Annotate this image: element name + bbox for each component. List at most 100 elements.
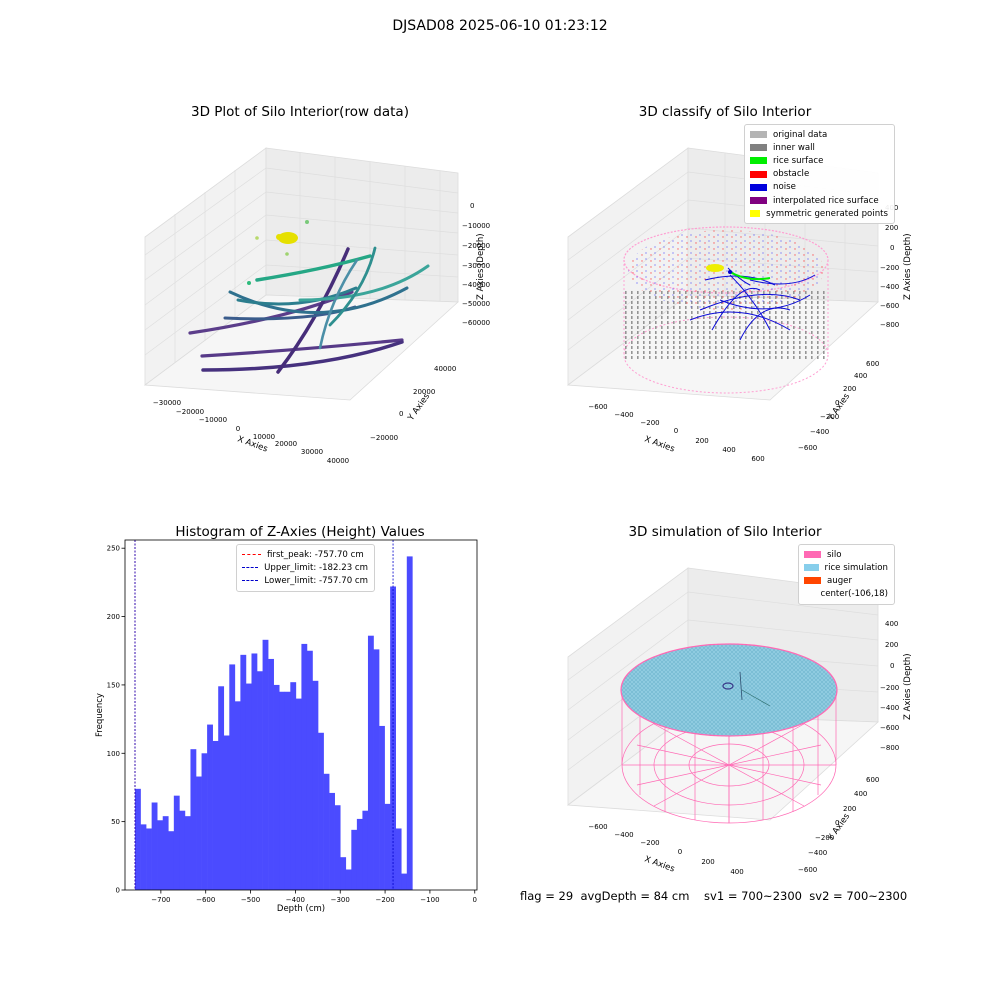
- x-ticks: −700 −600 −500 −400 −300 −200 −100 0: [151, 890, 477, 904]
- histogram-bar: [212, 740, 219, 890]
- histogram-bar: [301, 643, 308, 890]
- z-tick-labels: 0 −10000 −20000 −30000 −40000 −50000 −60…: [462, 202, 490, 327]
- data-curve: [200, 338, 404, 358]
- histogram-title: Histogram of Z-Axies (Height) Values: [175, 524, 425, 540]
- histogram-bar: [406, 556, 413, 890]
- legend-item: rice surface: [750, 154, 888, 167]
- classify-legend: original data inner wall rice surface ob…: [744, 124, 895, 225]
- histogram-bar: [379, 725, 385, 890]
- histogram-bar: [395, 828, 402, 890]
- threshold-lines: [134, 540, 394, 890]
- histogram-bar: [179, 810, 186, 890]
- svg-text:−200: −200: [640, 839, 659, 847]
- histogram-bar: [367, 635, 374, 890]
- svg-text:400: 400: [730, 868, 743, 876]
- legend-item: center(-106,18): [804, 588, 888, 601]
- x-tick-label: 0: [473, 896, 477, 904]
- histogram-bar: [268, 658, 274, 890]
- svg-text:10000: 10000: [253, 433, 275, 441]
- legend-item: rice simulation: [804, 561, 888, 574]
- y-tick-label: 150: [107, 681, 120, 689]
- svg-text:−30000: −30000: [153, 399, 181, 407]
- legend-item: interpolated rice surface: [750, 194, 888, 207]
- svg-text:−20000: −20000: [370, 434, 398, 442]
- svg-text:−600: −600: [798, 866, 817, 874]
- data-curve: [201, 340, 404, 372]
- x-axis-label: Depth (cm): [277, 904, 325, 914]
- histogram-bars: [134, 556, 413, 890]
- y-tick-label: 250: [107, 545, 120, 553]
- x-tick-labels: −30000 −20000 −10000 0 10000 20000 30000…: [153, 399, 349, 465]
- svg-text:−400: −400: [614, 831, 633, 839]
- x-axis-label: X Axies: [643, 434, 676, 454]
- legend-item: first_peak: -757.70 cm: [242, 548, 368, 561]
- svg-text:−30000: −30000: [462, 262, 490, 270]
- svg-text:−200: −200: [815, 834, 834, 842]
- raw-data-curves: [188, 246, 430, 374]
- x-tick-label: −400: [286, 896, 305, 904]
- histogram-bar: [329, 792, 335, 890]
- svg-text:−600: −600: [588, 823, 607, 831]
- legend-swatch: [804, 577, 821, 585]
- histogram-bar: [262, 639, 269, 890]
- svg-text:−400: −400: [808, 849, 827, 857]
- histogram-bar: [295, 698, 302, 890]
- legend-swatch: [750, 157, 767, 165]
- figure-title: DJSAD08 2025-06-10 01:23:12: [392, 18, 608, 34]
- svg-text:20000: 20000: [413, 388, 435, 396]
- svg-text:−200: −200: [880, 684, 899, 692]
- svg-text:200: 200: [701, 858, 714, 866]
- y-tick-label: 200: [107, 613, 120, 621]
- histogram-bar: [279, 691, 286, 890]
- histogram-bar: [251, 653, 258, 890]
- svg-text:−20000: −20000: [462, 242, 490, 250]
- y-tick-labels: 600 400 200 0 −200 −400 −600: [798, 776, 879, 874]
- svg-text:600: 600: [866, 776, 879, 784]
- plot-frame: [124, 539, 478, 891]
- histogram-bar: [201, 753, 208, 890]
- histogram-bar: [151, 802, 158, 890]
- svg-text:400: 400: [854, 372, 867, 380]
- svg-text:−600: −600: [588, 403, 607, 411]
- histogram-bar: [229, 664, 236, 890]
- legend-swatch: [750, 131, 767, 139]
- legend-swatch: [750, 197, 767, 205]
- x-tick-label: −300: [331, 896, 350, 904]
- z-tick-labels: 400 200 0 −200 −400 −600 −800: [880, 620, 899, 752]
- svg-text:30000: 30000: [301, 448, 323, 456]
- histogram-bar: [373, 649, 380, 890]
- svg-text:−800: −800: [880, 321, 899, 329]
- simulation-3d-plot[interactable]: X Axies Y Axies Z Axies (Depth) −600 −40…: [560, 555, 920, 885]
- svg-text:−800: −800: [880, 744, 899, 752]
- histogram-bar: [157, 820, 164, 890]
- svg-text:0: 0: [470, 202, 474, 210]
- svg-text:−40000: −40000: [462, 281, 490, 289]
- y-tick-label: 0: [116, 887, 120, 895]
- histogram-bar: [134, 788, 141, 890]
- svg-text:200: 200: [885, 641, 898, 649]
- histogram-bar: [146, 828, 152, 890]
- histogram-bar: [345, 869, 352, 890]
- legend-item: noise: [750, 181, 888, 194]
- rice-surface-points: [706, 264, 771, 281]
- histogram-bar: [273, 684, 280, 890]
- svg-text:−600: −600: [798, 444, 817, 452]
- legend-item: symmetric generated points: [750, 207, 888, 220]
- histogram-chart[interactable]: −700 −600 −500 −400 −300 −200 −100 0 0 50 100 150 2…: [80, 530, 500, 920]
- svg-text:−10000: −10000: [462, 222, 490, 230]
- y-axis-label: Y Axies: [406, 391, 433, 423]
- svg-text:0: 0: [835, 819, 839, 827]
- x-tick-label: −700: [151, 896, 170, 904]
- histogram-bar: [257, 671, 263, 890]
- svg-text:−10000: −10000: [199, 416, 227, 424]
- histogram-bar: [140, 824, 147, 890]
- raw-3d-plot[interactable]: X Axies Y Axies Z Axies (Depth) −30000 −…: [130, 130, 500, 470]
- svg-text:−400: −400: [614, 411, 633, 419]
- svg-text:−20000: −20000: [176, 408, 204, 416]
- histogram-bar: [284, 691, 291, 890]
- svg-text:0: 0: [890, 244, 894, 252]
- svg-text:40000: 40000: [327, 457, 349, 465]
- simulation-legend: silo rice simulation auger center(-106,1…: [798, 544, 895, 605]
- svg-text:−400: −400: [880, 283, 899, 291]
- svg-text:0: 0: [678, 848, 682, 856]
